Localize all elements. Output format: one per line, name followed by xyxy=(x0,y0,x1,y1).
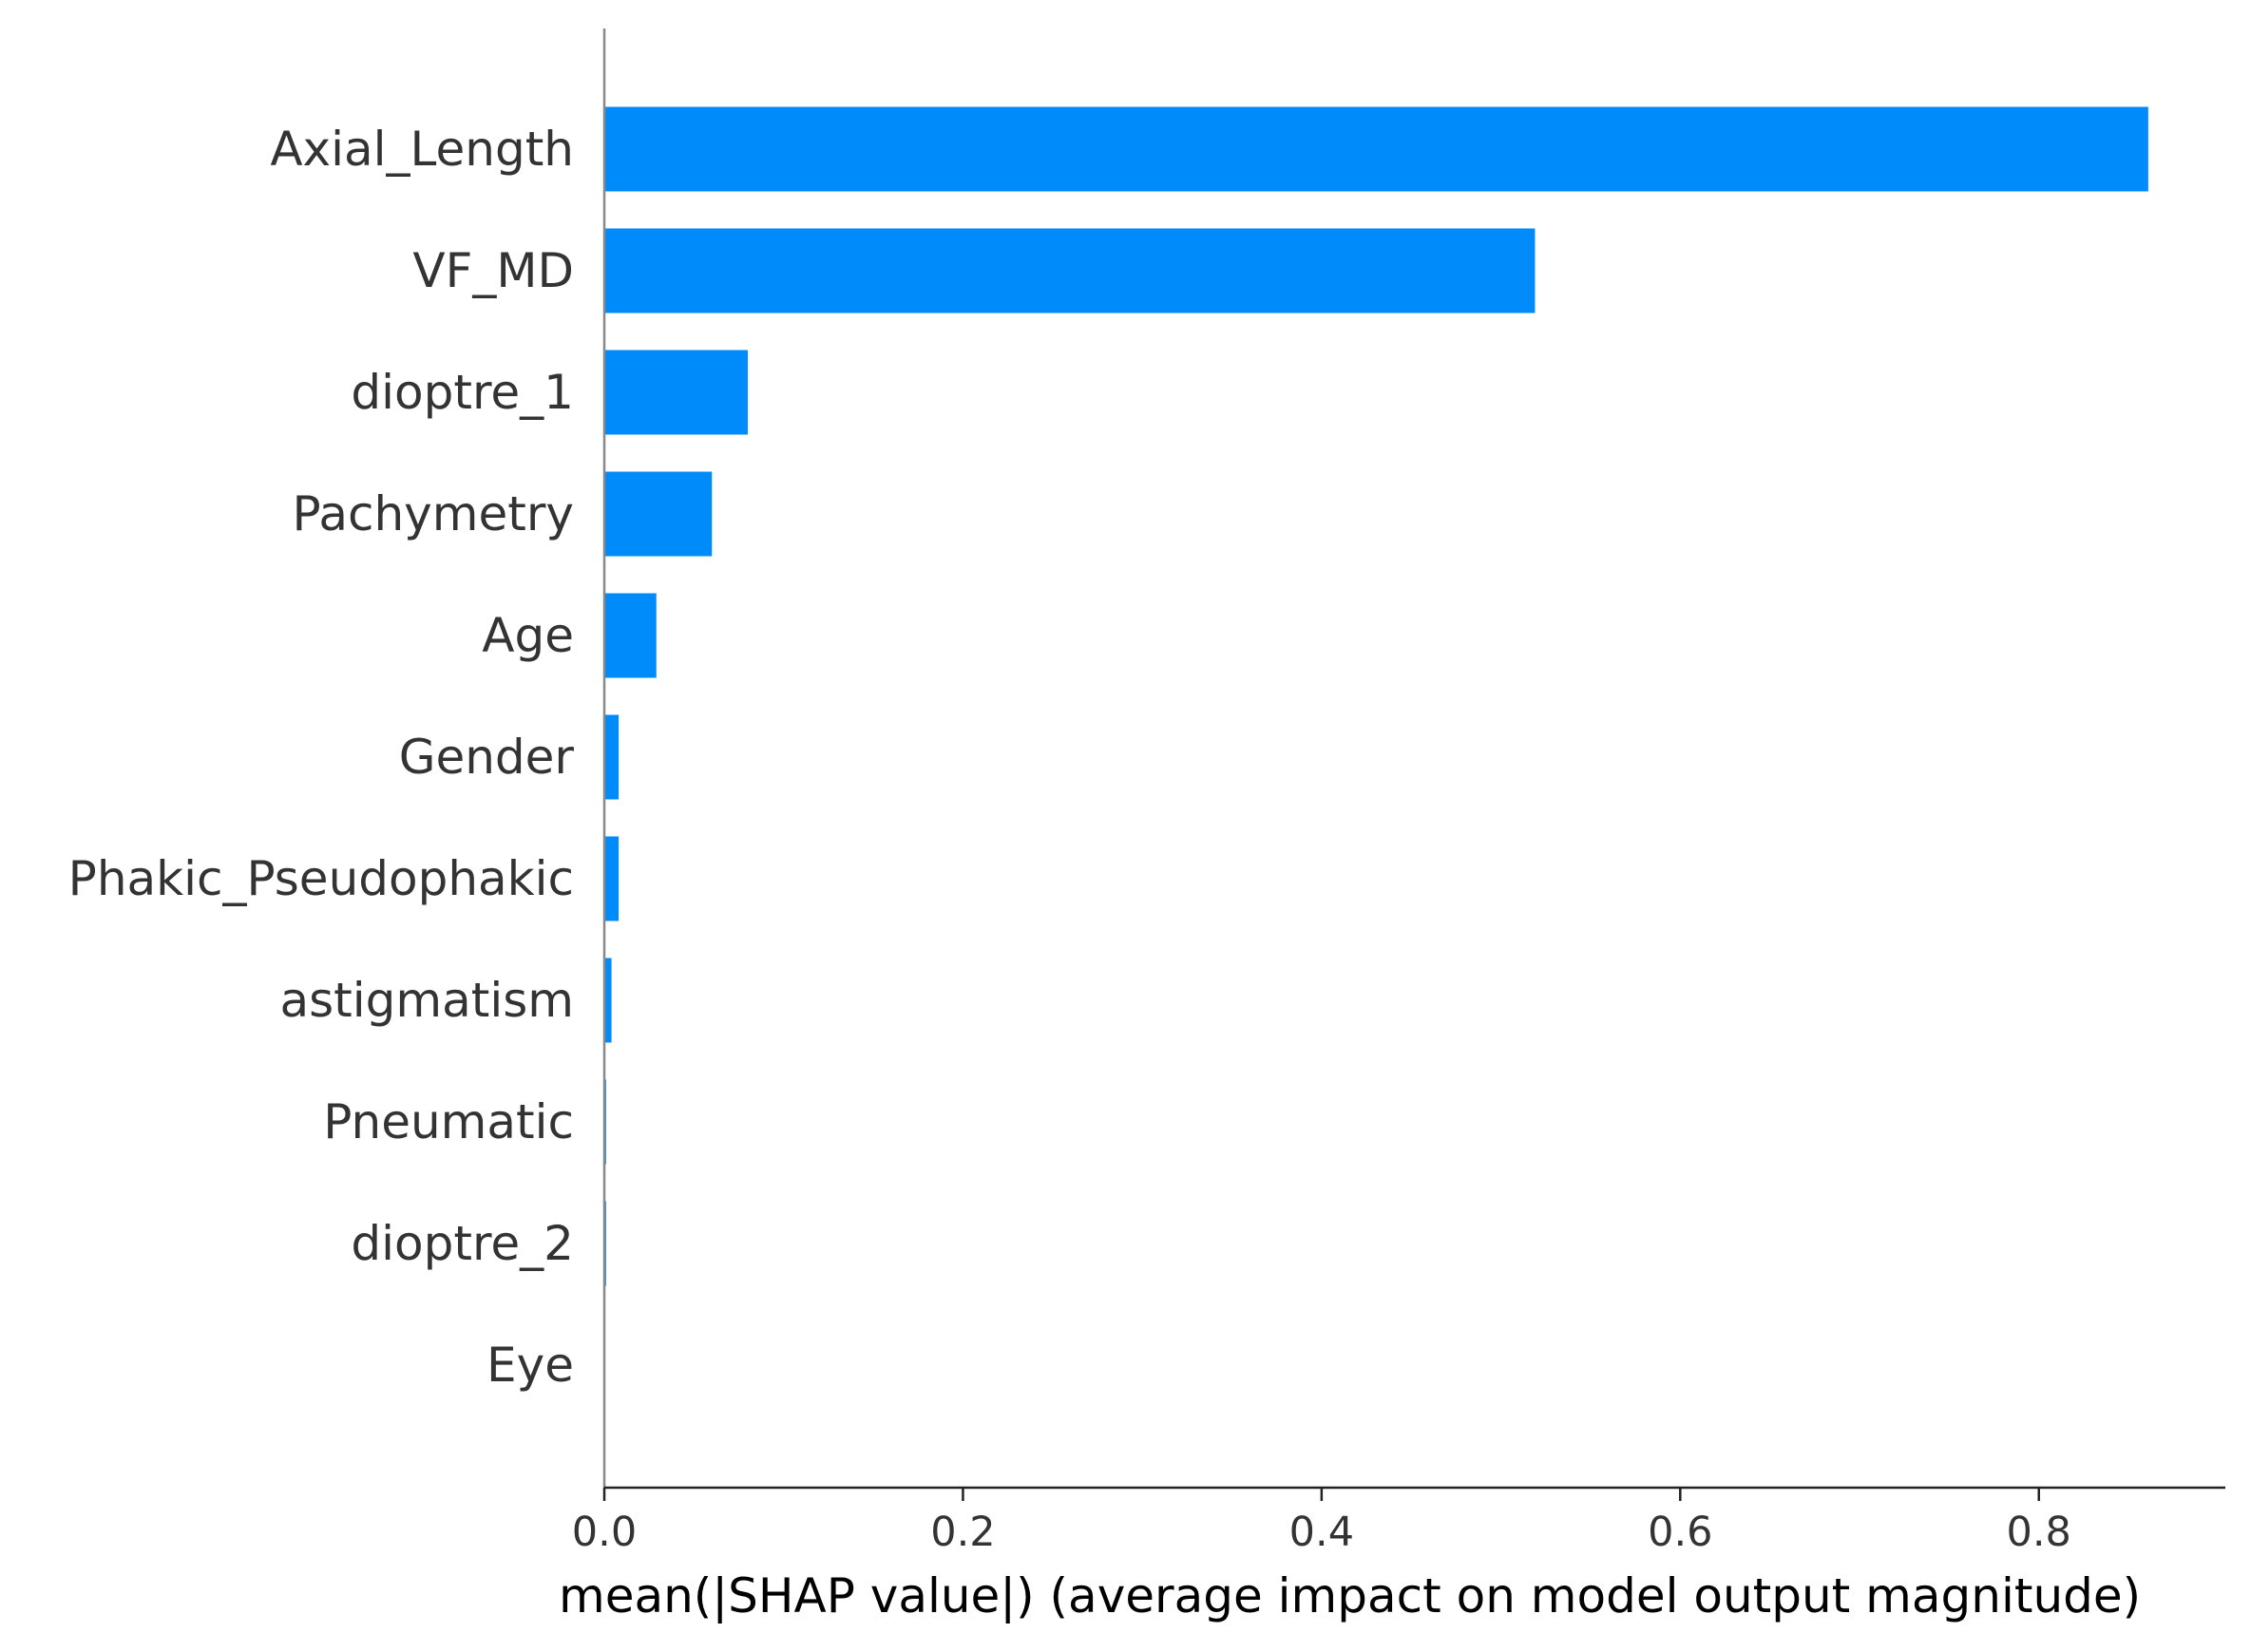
bar-axial-length xyxy=(604,106,2148,192)
x-tick-label: 0.2 xyxy=(930,1509,995,1556)
x-axis-title: mean(|SHAP value|) (average impact on mo… xyxy=(559,1568,2141,1624)
bar-age xyxy=(604,593,657,678)
feature-label-dioptre-2: dioptre_2 xyxy=(351,1216,574,1271)
feature-label-age: Age xyxy=(482,608,574,663)
x-tick-label: 0.0 xyxy=(572,1509,637,1556)
bar-vf-md xyxy=(604,228,1536,313)
feature-label-gender: Gender xyxy=(399,730,575,785)
feature-label-axial-length: Axial_Length xyxy=(270,122,574,177)
feature-label-pachymetry: Pachymetry xyxy=(292,486,574,541)
feature-label-dioptre-1: dioptre_1 xyxy=(351,365,574,420)
bar-gender xyxy=(604,714,620,800)
feature-labels-layer: Axial_Length VF_MD dioptre_1 Pachymetry Age G… xyxy=(68,122,575,1393)
bar-astigmatism xyxy=(604,958,612,1043)
x-tick-label: 0.4 xyxy=(1289,1509,1354,1556)
x-ticks-layer: 0.0 0.2 0.4 0.6 0.8 xyxy=(572,1488,2071,1556)
bar-phakic-pseudophakic xyxy=(604,836,620,921)
feature-label-phakic-pseudophakic: Phakic_Pseudophakic xyxy=(68,851,574,906)
x-tick-label: 0.8 xyxy=(2007,1509,2071,1556)
x-tick-label: 0.6 xyxy=(1648,1509,1712,1556)
bars-layer xyxy=(604,106,2148,1286)
feature-label-astigmatism: astigmatism xyxy=(279,973,574,1028)
feature-label-vf-md: VF_MD xyxy=(412,243,574,298)
bar-pachymetry xyxy=(604,471,713,557)
feature-label-pneumatic: Pneumatic xyxy=(323,1094,574,1149)
feature-label-eye: Eye xyxy=(486,1338,574,1393)
bar-dioptre-1 xyxy=(604,350,748,435)
